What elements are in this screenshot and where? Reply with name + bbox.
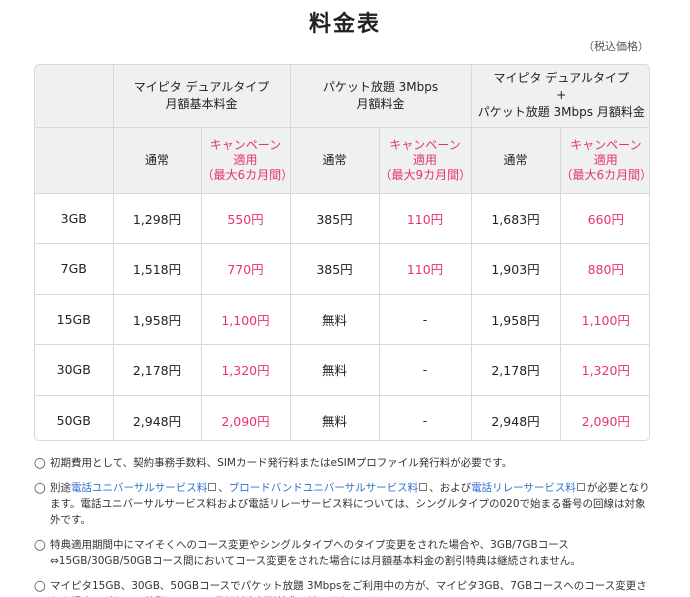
header-normal: 通常 (112, 126, 201, 193)
relay-service-fee-link[interactable]: 電話リレーサービス料 (471, 482, 576, 494)
note-text: 初期費用として、契約事務手数料、SIMカード発行料またはeSIMプロファイル発行… (50, 457, 513, 469)
header-group-total-line2: + (556, 88, 567, 103)
header-campaign-packet: キャンペーン 適用 （最大9カ月間） (378, 126, 472, 193)
table-row: 15GB 1,958円 1,100円 無料 - 1,958円 1,100円 (35, 293, 649, 345)
price-cell: 1,298円 (112, 192, 201, 244)
campaign-label: キャンペーン (570, 137, 642, 152)
note-text: が必要となります。電話ユニバーサルサービス料および電話リレーサービス料については… (50, 482, 650, 526)
table-row: 3GB 1,298円 550円 385円 110円 1,683円 660円 (35, 192, 649, 244)
campaign-price-cell: 1,320円 (559, 344, 649, 395)
campaign-apply: 適用 (593, 152, 618, 167)
plan-cell: 50GB (35, 394, 113, 440)
header-group-total-line1: マイピタ デュアルタイプ (493, 71, 629, 86)
price-cell: 1,958円 (470, 293, 561, 345)
campaign-price-cell: 550円 (200, 192, 290, 244)
campaign-price-cell: 880円 (559, 243, 649, 294)
header-row-groups: マイピタ デュアルタイプ 月額基本料金 パケット放題 3Mbps 月額料金 マイ… (35, 65, 649, 127)
price-cell: 2,948円 (470, 394, 561, 440)
price-cell: 2,948円 (112, 394, 201, 440)
price-cell: 2,178円 (470, 344, 561, 395)
price-cell: 385円 (289, 192, 379, 244)
broadband-service-fee-link[interactable]: ブロードバンドユニバーサルサービス料 (228, 482, 419, 494)
plan-cell: 15GB (35, 293, 113, 345)
table-row: 50GB 2,948円 2,090円 無料 - 2,948円 2,090円 (35, 394, 649, 440)
external-link-icon (576, 483, 585, 491)
header-group-packet-line2: 月額料金 (356, 96, 405, 111)
campaign-price-cell: 660円 (559, 192, 649, 244)
universal-service-fee-link[interactable]: 電話ユニバーサルサービス料 (71, 482, 208, 494)
plan-cell: 3GB (35, 192, 113, 244)
campaign-apply: 適用 (413, 152, 438, 167)
campaign-price-cell: 2,090円 (559, 394, 649, 440)
price-cell: 2,178円 (112, 344, 201, 395)
campaign-label: キャンペーン (389, 137, 461, 152)
plan-cell: 7GB (35, 243, 113, 294)
campaign-period: （最大6カ月間） (201, 167, 294, 182)
header-blank-sub (35, 126, 113, 193)
note-item: ◯ 初期費用として、契約事務手数料、SIMカード発行料またはeSIMプロファイル… (34, 455, 654, 471)
campaign-price-cell: 1,100円 (559, 293, 649, 345)
note-item: ◯ マイピタ15GB、30GB、50GBコースでパケット放題 3Mbpsをご利用… (34, 578, 654, 597)
price-cell: 無料 (289, 293, 379, 345)
header-group-packet-line1: パケット放題 3Mbps (322, 79, 439, 94)
price-cell: - (378, 293, 472, 345)
header-group-total: マイピタ デュアルタイプ + パケット放題 3Mbps 月額料金 (470, 65, 649, 127)
price-cell: 無料 (289, 394, 379, 440)
circle-bullet-icon: ◯ (34, 539, 46, 551)
note-text: 別途 (50, 482, 71, 494)
header-row-sub: 通常 キャンペーン 適用 （最大6カ月間） 通常 キャンペーン 適用 （最大9カ… (35, 126, 650, 193)
note-text: 特典適用期間中にマイそくへのコース変更やシングルタイプへのタイプ変更をされた場合… (50, 539, 581, 567)
note-item: ◯ 特典適用期間中にマイそくへのコース変更やシングルタイプへのタイプ変更をされた… (34, 537, 654, 569)
campaign-price-cell: 2,090円 (200, 394, 290, 440)
header-campaign-total: キャンペーン 適用 （最大6カ月間） (559, 126, 650, 193)
external-link-icon (419, 483, 428, 491)
price-cell: - (378, 344, 472, 395)
campaign-period: （最大9カ月間） (379, 167, 472, 182)
campaign-price-cell: 1,320円 (200, 344, 290, 395)
circle-bullet-icon: ◯ (34, 580, 46, 592)
table-row: 7GB 1,518円 770円 385円 110円 1,903円 880円 (35, 243, 649, 294)
price-cell: 1,958円 (112, 293, 201, 345)
price-cell: 1,903円 (470, 243, 561, 294)
note-text: マイピタ15GB、30GB、50GBコースでパケット放題 3Mbpsをご利用中の… (50, 580, 647, 597)
circle-bullet-icon: ◯ (34, 482, 46, 494)
header-group-basic-line2: 月額基本料金 (165, 96, 238, 111)
notes-list: ◯ 初期費用として、契約事務手数料、SIMカード発行料またはeSIMプロファイル… (34, 455, 654, 597)
tax-note: （税込価格） (583, 40, 649, 53)
price-cell: - (378, 394, 472, 440)
plan-cell: 30GB (35, 344, 113, 395)
header-group-total-line3: パケット放題 3Mbps 月額料金 (477, 105, 645, 120)
campaign-price-cell: 770円 (200, 243, 290, 294)
campaign-price-cell: 1,100円 (200, 293, 290, 345)
page-title: 料金表 (308, 12, 381, 37)
circle-bullet-icon: ◯ (34, 457, 46, 469)
campaign-label: キャンペーン (209, 137, 282, 152)
external-link-icon (208, 483, 217, 491)
campaign-price-cell: 110円 (378, 243, 472, 294)
campaign-apply: 適用 (233, 152, 258, 167)
price-cell: 385円 (289, 243, 379, 294)
header-group-basic-line1: マイピタ デュアルタイプ (133, 79, 270, 94)
header-normal: 通常 (289, 126, 379, 193)
note-item: ◯ 別途電話ユニバーサルサービス料 、ブロードバンドユニバーサルサービス料 、および… (34, 480, 654, 528)
header-campaign-basic: キャンペーン 適用 （最大6カ月間） (200, 126, 294, 193)
table-row: 30GB 2,178円 1,320円 無料 - 2,178円 1,320円 (35, 344, 649, 395)
price-cell: 1,683円 (470, 192, 561, 244)
campaign-price-cell: 110円 (378, 192, 472, 244)
price-cell: 1,518円 (112, 243, 201, 294)
price-table: マイピタ デュアルタイプ 月額基本料金 パケット放題 3Mbps 月額料金 マイ… (34, 64, 650, 441)
header-group-packet: パケット放題 3Mbps 月額料金 (289, 65, 472, 127)
header-blank (35, 65, 113, 127)
campaign-period: （最大6カ月間） (560, 167, 650, 182)
price-cell: 無料 (289, 344, 379, 395)
header-group-basic: マイピタ デュアルタイプ 月額基本料金 (112, 65, 290, 127)
note-text: 、 (218, 482, 229, 494)
note-text: 、および (429, 482, 472, 494)
header-normal: 通常 (470, 126, 561, 193)
